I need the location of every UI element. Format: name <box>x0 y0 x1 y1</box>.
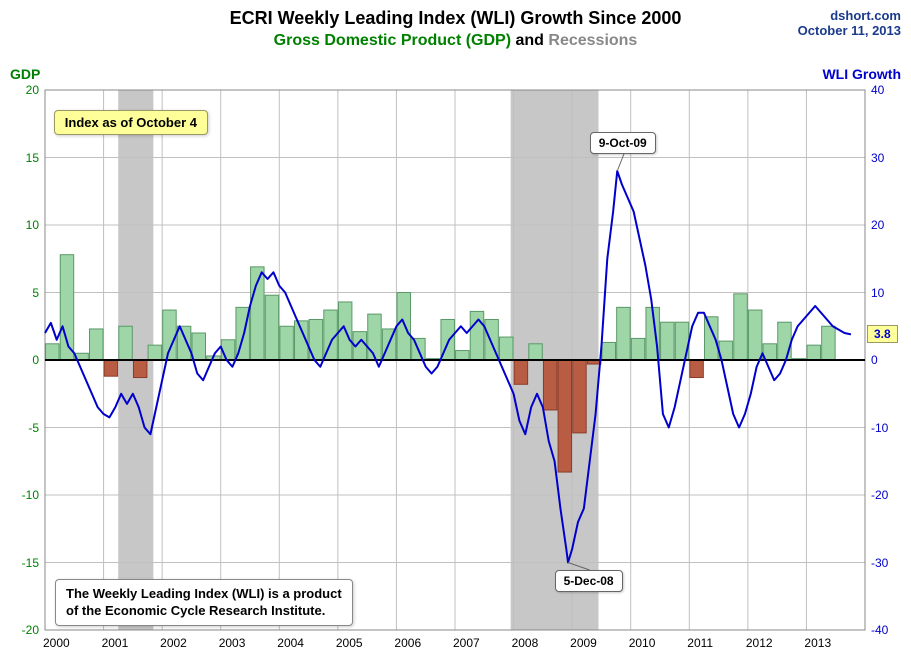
gdp-bar <box>617 307 630 360</box>
x-tick-label: 2006 <box>394 636 421 650</box>
caption-line2: of the Economic Cycle Research Institute… <box>66 603 325 618</box>
gdp-bar <box>734 294 747 360</box>
tick-label: 30 <box>871 151 884 165</box>
x-tick-label: 2013 <box>804 636 831 650</box>
tick-label: 10 <box>871 286 884 300</box>
gdp-bar <box>148 345 161 360</box>
gdp-bar <box>631 338 644 360</box>
gdp-bar <box>529 344 542 360</box>
x-tick-label: 2012 <box>746 636 773 650</box>
x-tick-label: 2002 <box>160 636 187 650</box>
tick-label: -10 <box>22 488 39 502</box>
x-tick-label: 2008 <box>512 636 539 650</box>
x-tick-label: 2009 <box>570 636 597 650</box>
gdp-bar <box>104 360 117 376</box>
tick-label: 15 <box>26 151 39 165</box>
gdp-bar <box>265 295 278 360</box>
gdp-bar <box>90 329 103 360</box>
tick-label: 40 <box>871 83 884 97</box>
gdp-bar <box>573 360 586 433</box>
gdp-bar <box>368 314 381 360</box>
gdp-bar <box>690 360 703 378</box>
gdp-bar <box>822 326 835 360</box>
tick-label: -15 <box>22 556 39 570</box>
tick-label: -20 <box>871 488 888 502</box>
gdp-bar <box>119 326 132 360</box>
tick-label: 0 <box>871 353 878 367</box>
tick-label: -5 <box>28 421 39 435</box>
gdp-bar <box>163 310 176 360</box>
tick-label: 20 <box>871 218 884 232</box>
tick-label: 10 <box>26 218 39 232</box>
gdp-bar <box>177 326 190 360</box>
chart-svg <box>0 0 911 662</box>
gdp-bar <box>221 340 234 360</box>
gdp-bar <box>46 344 59 360</box>
gdp-bar <box>133 360 146 378</box>
x-tick-label: 2011 <box>687 636 713 650</box>
tick-label: -20 <box>22 623 39 637</box>
gdp-bar <box>543 360 556 410</box>
wli-line <box>45 171 851 563</box>
tick-label: -40 <box>871 623 888 637</box>
callout-trough: 5-Dec-08 <box>555 570 623 592</box>
tick-label: -10 <box>871 421 888 435</box>
gdp-bar <box>514 360 527 384</box>
gdp-bar <box>192 333 205 360</box>
gdp-bar <box>456 351 469 360</box>
gdp-bar <box>661 322 674 360</box>
gdp-bar <box>778 322 791 360</box>
x-tick-label: 2000 <box>43 636 70 650</box>
x-tick-label: 2007 <box>453 636 480 650</box>
gdp-bar <box>500 337 513 360</box>
gdp-bar <box>558 360 571 472</box>
gdp-bar <box>397 293 410 361</box>
gdp-bar <box>748 310 761 360</box>
wli-end-label: 3.8 <box>867 325 898 343</box>
callout-peak: 9-Oct-09 <box>590 132 656 154</box>
tick-label: -30 <box>871 556 888 570</box>
tick-label: 20 <box>26 83 39 97</box>
x-tick-label: 2010 <box>629 636 656 650</box>
tick-label: 0 <box>32 353 39 367</box>
caption-box: The Weekly Leading Index (WLI) is a prod… <box>55 579 353 627</box>
x-tick-label: 2001 <box>102 636 129 650</box>
x-tick-label: 2003 <box>219 636 246 650</box>
x-tick-label: 2004 <box>277 636 304 650</box>
gdp-bar <box>280 326 293 360</box>
gdp-bar <box>470 311 483 360</box>
x-tick-label: 2005 <box>336 636 363 650</box>
tick-label: 5 <box>32 286 39 300</box>
index-date-box: Index as of October 4 <box>54 110 208 135</box>
gdp-bar <box>807 345 820 360</box>
caption-line1: The Weekly Leading Index (WLI) is a prod… <box>66 586 342 601</box>
gdp-bar <box>602 342 615 360</box>
chart-container: dshort.com October 11, 2013 ECRI Weekly … <box>0 0 911 662</box>
